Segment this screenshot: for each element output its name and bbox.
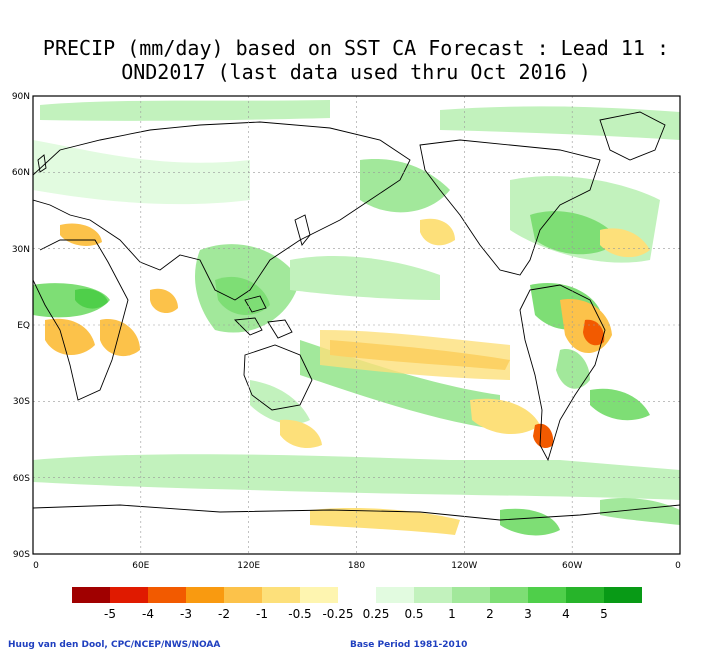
map-frame bbox=[32, 95, 681, 555]
base-period-note: Base Period 1981-2010 bbox=[350, 640, 468, 650]
legend-swatch bbox=[528, 587, 566, 603]
legend-label: 0.25 bbox=[363, 607, 390, 621]
legend-swatch bbox=[376, 587, 414, 603]
legend-swatch bbox=[224, 587, 262, 603]
legend-color-bar bbox=[72, 587, 642, 603]
lat-label: 60N bbox=[12, 168, 30, 178]
lat-label: 30S bbox=[13, 397, 30, 407]
lat-label: 60S bbox=[13, 474, 30, 484]
legend-label: -3 bbox=[180, 607, 192, 621]
legend-swatch bbox=[490, 587, 528, 603]
title-line-1: PRECIP (mm/day) based on SST CA Forecast… bbox=[42, 36, 670, 60]
legend-label: -1 bbox=[256, 607, 268, 621]
lon-label: 0 bbox=[33, 561, 39, 571]
legend-labels: -5 -4 -3 -2 -1 -0.5 -0.25 0.25 0.5 1 2 3 4 5 bbox=[104, 607, 608, 621]
gridlines bbox=[33, 96, 680, 554]
legend-label: 3 bbox=[524, 607, 532, 621]
legend-swatch bbox=[72, 587, 110, 603]
coastlines bbox=[33, 111, 680, 521]
lat-label: 30N bbox=[12, 245, 30, 255]
longitude-axis: 0 60E 120E 180 120W 60W 0 bbox=[33, 561, 681, 571]
lat-label: EQ bbox=[17, 321, 30, 331]
legend-label: 4 bbox=[562, 607, 570, 621]
lon-label: 0 bbox=[675, 561, 681, 571]
legend-label: 0.5 bbox=[404, 607, 423, 621]
precip-anomaly-shading bbox=[33, 100, 680, 536]
title-line-2: OND2017 (last data used thru Oct 2016 ) bbox=[121, 60, 591, 84]
legend-swatch bbox=[452, 587, 490, 603]
legend-swatch bbox=[148, 587, 186, 603]
legend-label: 5 bbox=[600, 607, 608, 621]
legend-label: -5 bbox=[104, 607, 116, 621]
lon-label: 120E bbox=[237, 561, 260, 571]
legend-swatch bbox=[338, 587, 376, 603]
lat-label: 90S bbox=[13, 550, 30, 560]
legend-swatch bbox=[186, 587, 224, 603]
legend-swatch bbox=[604, 587, 642, 603]
author-credit: Huug van den Dool, CPC/NCEP/NWS/NOAA bbox=[8, 640, 221, 650]
lon-label: 180 bbox=[348, 561, 365, 571]
legend-label: -4 bbox=[142, 607, 154, 621]
legend-label: -0.25 bbox=[322, 607, 353, 621]
legend-label: -2 bbox=[218, 607, 230, 621]
legend-label: -0.5 bbox=[288, 607, 311, 621]
legend-swatch bbox=[566, 587, 604, 603]
legend-swatch bbox=[262, 587, 300, 603]
legend-swatch bbox=[414, 587, 452, 603]
lon-label: 120W bbox=[451, 561, 477, 571]
map-title: PRECIP (mm/day) based on SST CA Forecast… bbox=[0, 36, 712, 84]
legend-swatch bbox=[110, 587, 148, 603]
legend-label: 2 bbox=[486, 607, 494, 621]
legend-swatch bbox=[300, 587, 338, 603]
lon-label: 60E bbox=[132, 561, 149, 571]
lat-label: 90N bbox=[12, 92, 30, 102]
lon-label: 60W bbox=[562, 561, 582, 571]
latitude-axis: 90N 60N 30N EQ 30S 60S 90S bbox=[12, 92, 30, 560]
legend-label: 1 bbox=[448, 607, 456, 621]
